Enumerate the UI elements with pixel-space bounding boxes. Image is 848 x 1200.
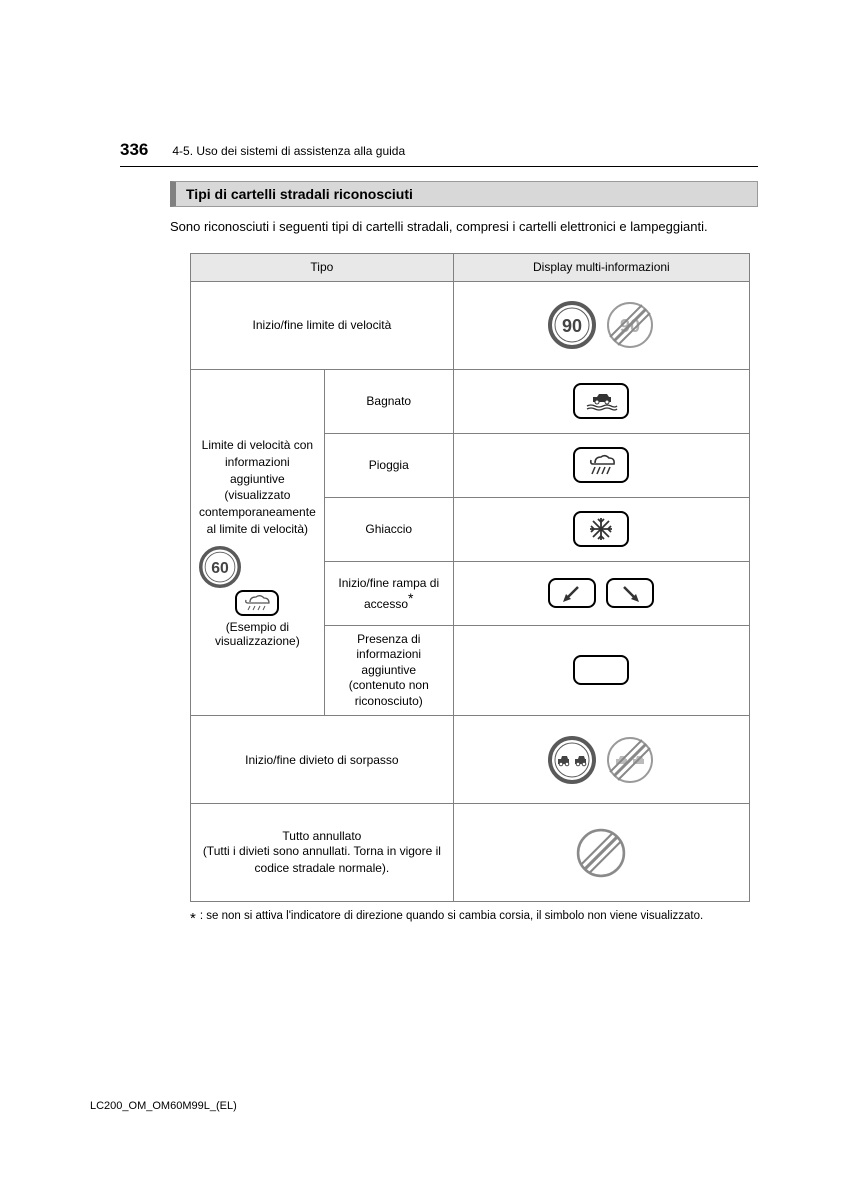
footnote-mark: * <box>190 908 196 931</box>
row-additional-group: Limite di velocità con informazioni aggi… <box>191 369 325 716</box>
table-row: Inizio/fine divieto di sorpasso <box>191 716 750 804</box>
row-rain-icon <box>453 433 749 497</box>
rain-small-icon <box>235 590 279 616</box>
wet-sign-icon <box>573 383 629 419</box>
row-overtake-icons <box>453 716 749 804</box>
row-ramp-icon <box>453 561 749 625</box>
row-rain-label: Pioggia <box>324 433 453 497</box>
no-overtake-icon <box>548 736 596 784</box>
row-ice-icon <box>453 497 749 561</box>
row-speed-icons: 90 90 <box>453 281 749 369</box>
speed-60-icon: 60 <box>199 546 241 588</box>
cancel-sub: (Tutti i divieti sono annullati. Torna i… <box>199 843 445 877</box>
asterisk: * <box>408 590 413 606</box>
row-speed-label: Inizio/fine limite di velocità <box>191 281 454 369</box>
row-cancel-icon <box>453 804 749 902</box>
svg-text:60: 60 <box>211 560 229 577</box>
table-row: Tutto annullato (Tutti i divieti sono an… <box>191 804 750 902</box>
row-ice-label: Ghiaccio <box>324 497 453 561</box>
row-unknown-icon <box>453 625 749 716</box>
header-display: Display multi-informazioni <box>453 253 749 281</box>
page-header: 336 4-5. Uso dei sistemi di assistenza a… <box>120 140 758 167</box>
ramp-text: Inizio/fine rampa di accesso <box>338 576 439 611</box>
footnote-text: : se non si attiva l'indicatore di direz… <box>200 908 758 931</box>
page-number: 336 <box>120 140 148 160</box>
empty-sign-icon <box>573 655 629 685</box>
example-illustration: 60 <box>199 546 316 616</box>
table-header-row: Tipo Display multi-informazioni <box>191 253 750 281</box>
svg-text:90: 90 <box>562 316 582 336</box>
signs-table: Tipo Display multi-informazioni Inizio/f… <box>190 253 750 903</box>
speed-90-icon: 90 <box>548 301 596 349</box>
cancel-title: Tutto annullato <box>199 829 445 843</box>
row-wet-label: Bagnato <box>324 369 453 433</box>
table-row: Inizio/fine limite di velocità 90 90 <box>191 281 750 369</box>
ice-sign-icon <box>573 511 629 547</box>
no-overtake-end-icon <box>606 736 654 784</box>
row-ramp-label: Inizio/fine rampa di accesso* <box>324 561 453 625</box>
table-row: Limite di velocità con informazioni aggi… <box>191 369 750 433</box>
row-wet-icon <box>453 369 749 433</box>
row-overtake-label: Inizio/fine divieto di sorpasso <box>191 716 454 804</box>
document-page: 336 4-5. Uso dei sistemi di assistenza a… <box>0 0 848 931</box>
example-caption: (Esempio di visualizzazione) <box>199 620 316 648</box>
speed-90-end-icon: 90 <box>606 301 654 349</box>
all-cancel-icon <box>576 828 626 878</box>
ramp-left-icon <box>548 578 596 608</box>
ramp-right-icon <box>606 578 654 608</box>
section-title: Tipi di cartelli stradali riconosciuti <box>170 181 758 207</box>
header-tipo: Tipo <box>191 253 454 281</box>
footer-code: LC200_OM_OM60M99L_(EL) <box>90 1100 237 1112</box>
row-unknown-label: Presenza di informazioni aggiuntive (con… <box>324 625 453 716</box>
row-cancel-label: Tutto annullato (Tutti i divieti sono an… <box>191 804 454 902</box>
intro-text: Sono riconosciuti i seguenti tipi di car… <box>170 217 758 237</box>
rain-sign-icon <box>573 447 629 483</box>
footnote: * : se non si attiva l'indicatore di dir… <box>190 908 758 931</box>
additional-group-text: Limite di velocità con informazioni aggi… <box>199 437 316 538</box>
section-label: 4-5. Uso dei sistemi di assistenza alla … <box>172 144 405 158</box>
